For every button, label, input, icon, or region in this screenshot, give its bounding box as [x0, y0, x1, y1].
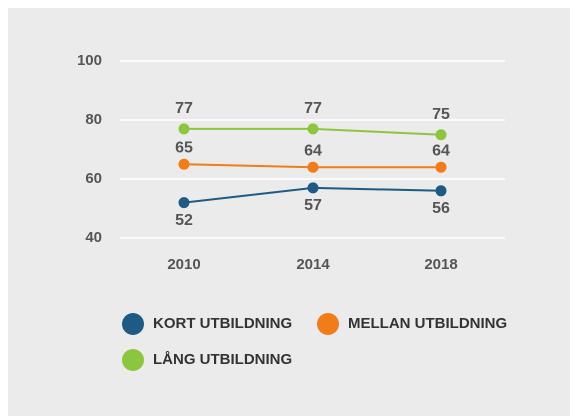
y-tick-label: 80	[85, 111, 102, 128]
point	[178, 158, 190, 170]
data-label: 52	[175, 212, 193, 229]
point	[435, 161, 447, 173]
data-label: 77	[304, 100, 322, 117]
point	[307, 123, 319, 135]
point	[435, 129, 447, 141]
y-tick-label: 100	[77, 52, 102, 69]
y-tick-label: 60	[85, 170, 102, 187]
data-label: 56	[432, 200, 450, 217]
x-tick-label: 2014	[296, 256, 330, 273]
y-tick-label: 40	[85, 229, 102, 246]
point	[178, 197, 190, 209]
point	[307, 161, 319, 173]
x-tick-label: 2018	[424, 256, 457, 273]
data-label: 64	[304, 142, 322, 159]
legend-label: MELLAN UTBILDNING	[348, 315, 507, 332]
legend-marker	[122, 313, 144, 335]
data-label: 64	[432, 142, 450, 159]
data-label: 75	[432, 106, 450, 123]
legend-label: LÅNG UTBILDNING	[153, 351, 292, 368]
data-label: 65	[175, 139, 193, 156]
point	[435, 185, 447, 197]
legend-marker	[317, 313, 339, 335]
x-tick-label: 2010	[167, 256, 200, 273]
point	[307, 182, 319, 194]
data-label: 77	[175, 100, 193, 117]
legend-marker	[122, 349, 144, 371]
point	[178, 123, 190, 135]
legend-label: KORT UTBILDNING	[153, 315, 292, 332]
data-label: 57	[304, 197, 322, 214]
background	[8, 8, 570, 416]
